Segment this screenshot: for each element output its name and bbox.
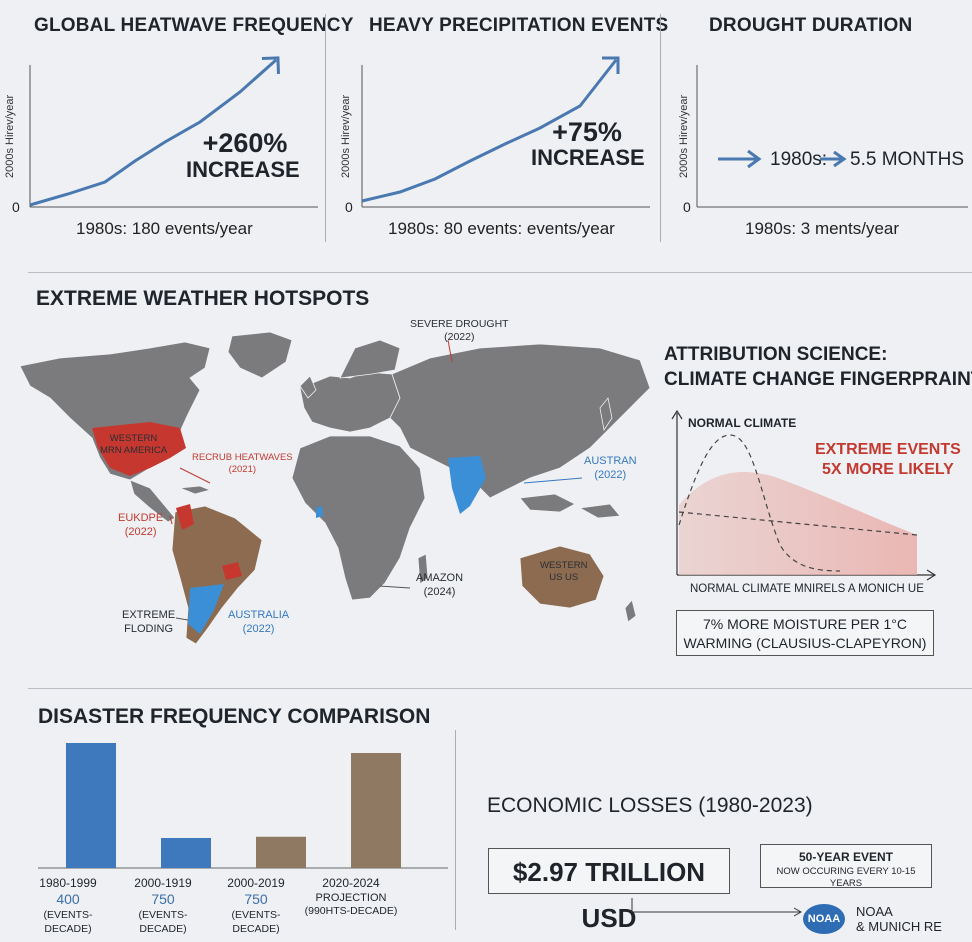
divider	[660, 14, 661, 242]
event-line2: NOW OCCURING EVERY 10-15 YEARS	[776, 865, 916, 889]
bar-value: 750	[244, 891, 268, 908]
extreme-events-label: EXTREME EVENTS 5X MORE LIKELY	[815, 440, 961, 480]
bar-label: 2000-2019 750 (EVENTS-DECADE)	[208, 876, 304, 936]
distribution-x-caption: NORMAL CLIMATE MNIRELS A MONICH UE	[690, 583, 924, 595]
total-losses: $2.97 TRILLION USD	[488, 848, 730, 933]
bar-label: 1980-1999 400 (EVENTS-DECADE)	[20, 876, 116, 936]
divider	[455, 730, 456, 930]
bar-unit: (EVENTS-DECADE)	[231, 909, 281, 935]
divider	[325, 14, 326, 242]
stat-sub: INCREASE	[531, 145, 645, 170]
drought-to: 5.5 MONTHS	[850, 149, 965, 170]
panel-title: GLOBAL HEATWAVE FREQUENCY	[34, 15, 354, 36]
normal-distribution	[678, 434, 841, 572]
panel-caption: 1980s: 80 events: events/year	[388, 219, 615, 238]
panel-title: HEAVY PRECIPITATION EVENTS	[369, 15, 669, 36]
map-label-severe-drought: SEVERE DROUGHT (2022)	[410, 318, 509, 344]
map-label-western-na: WESTERN MRN AMERICA	[100, 433, 168, 456]
map-title: EXTREME WEATHER HOTSPOTS	[36, 287, 370, 310]
bar-label: 2000-1919 750 (EVENTS-DECADE)	[115, 876, 211, 936]
bar-value: PROJECTION	[315, 892, 387, 905]
map-label-europe: EUKDPE (2022)	[118, 512, 164, 538]
disaster-bar-chart	[38, 743, 448, 869]
noaa-logo-icon: NOAA	[803, 904, 845, 934]
extreme-line2: 5X MORE LIKELY	[821, 461, 954, 478]
bar-value: 750	[151, 891, 175, 908]
source-label: NOAA & MUNICH RE	[856, 904, 942, 935]
section-divider	[28, 688, 972, 689]
y-zero-label: 0	[683, 199, 691, 215]
western-north-america-hotspot	[92, 422, 186, 476]
bar-category: 2020-2024	[322, 876, 380, 890]
bar-unit: (990HTS-DECADE)	[304, 905, 398, 918]
map-label-western-us: WESTERN US US	[540, 560, 588, 583]
stat-value: +260%	[202, 128, 288, 158]
note-line2: WARMING (CLAUSIUS-CLAPEYRON)	[683, 634, 927, 651]
bar-2020-2024	[351, 753, 401, 868]
economic-title: ECONOMIC LOSSES (1980-2023)	[487, 794, 813, 817]
drought-chart	[696, 65, 968, 208]
section-divider	[28, 272, 972, 273]
event-line1: 50-YEAR EVENT	[798, 850, 894, 864]
stat-value: +75%	[552, 117, 622, 147]
arrow-head	[602, 56, 620, 74]
normal-climate-label: NORMAL CLIMATE	[688, 416, 797, 430]
map-label-record-heat: RECRUB HEATWAVES (2021)	[192, 452, 293, 475]
trend-line	[361, 59, 618, 203]
map-label-austran: AUSTRAN (2022)	[584, 455, 637, 481]
bar-label: 2020-2024 PROJECTION (990HTS-DECADE)	[303, 876, 399, 919]
stat-sub: INCREASE	[186, 157, 300, 182]
panel-caption: 1980s: 180 events/year	[76, 219, 253, 238]
greenland	[227, 331, 293, 379]
bar-2000-1919	[161, 838, 211, 868]
note-line1: 7% MORE MOISTURE PER 1°C	[703, 616, 907, 632]
y-zero-label: 0	[345, 199, 353, 215]
bar-category: 2000-2019	[227, 876, 285, 890]
bar-unit: (EVENTS-DECADE)	[138, 909, 188, 935]
panel-title: DROUGHT DURATION	[709, 15, 913, 36]
drought-from: 1980s:	[770, 149, 828, 170]
south-america-flood	[188, 584, 224, 634]
y-zero-label: 0	[12, 199, 20, 215]
bar-value: 400	[56, 891, 80, 908]
heatwave-line-chart	[29, 56, 318, 208]
map-label-australia: AUSTRALIA (2022)	[228, 609, 290, 635]
map-label-amazon: AMAZON (2024)	[416, 572, 464, 598]
trend-line	[29, 58, 277, 207]
india-hotspot	[448, 456, 486, 514]
event-note: 50-YEAR EVENT NOW OCCURING EVERY 10-15 Y…	[760, 844, 932, 889]
distribution-chart	[671, 409, 937, 581]
source-line2: & MUNICH RE	[856, 918, 942, 934]
attribution-title: ATTRIBUTION SCIENCE: CLIMATE CHANGE FING…	[664, 343, 972, 392]
africa	[291, 435, 426, 601]
extreme-line1: EXTREME EVENTS	[815, 441, 961, 458]
panel-caption: 1980s: 3 ments/year	[745, 219, 900, 238]
bar-2000-2019	[256, 836, 306, 868]
arrow-head	[261, 56, 280, 74]
moisture-note: 7% MORE MOISTURE PER 1°C WARMING (CLAUSI…	[676, 610, 934, 656]
europe	[299, 371, 401, 433]
australia	[519, 545, 605, 609]
disaster-title: DISASTER FREQUENCY COMPARISON	[38, 705, 431, 728]
attribution-title-line2: CLIMATE CHANGE FINGERPRAINT	[664, 368, 972, 390]
connector-arrow	[631, 898, 803, 917]
precipitation-line-chart	[361, 56, 650, 208]
bar-category: 1980-1999	[39, 876, 97, 890]
bar-category: 2000-1919	[134, 876, 192, 890]
source-line1: NOAA	[856, 904, 893, 919]
bar-1980-1999	[66, 743, 116, 868]
bar-unit: (EVENTS-DECADE)	[43, 909, 93, 935]
attribution-title-line1: ATTRIBUTION SCIENCE:	[664, 344, 888, 365]
map-label-extreme-flooding: EXTREME FLODING	[122, 609, 176, 635]
world-map	[19, 331, 651, 645]
